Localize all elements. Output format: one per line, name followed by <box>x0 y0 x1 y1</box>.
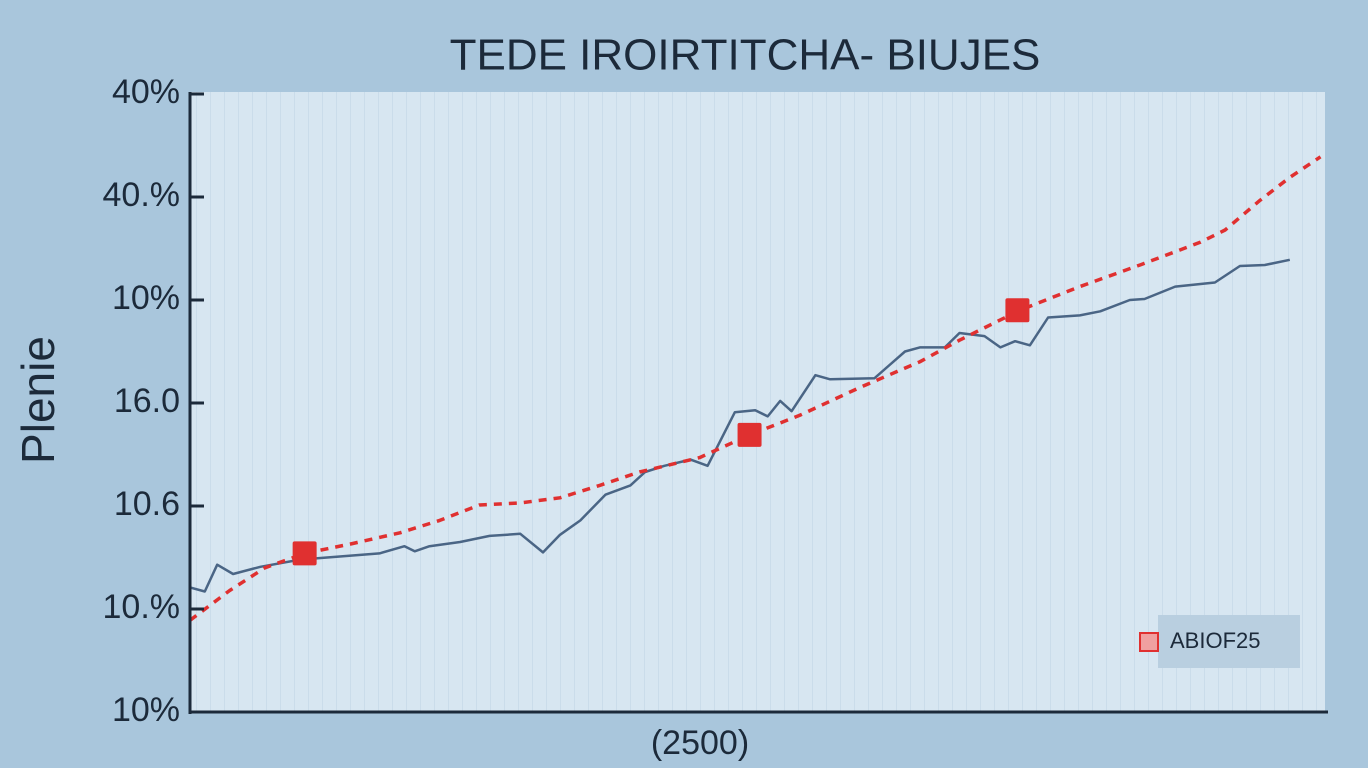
chart-title: TEDE IROIRTITCHA- BIUJES <box>450 31 1041 80</box>
y-tick-label: 10% <box>112 279 180 317</box>
legend-label: ABIOF25 <box>1170 628 1260 653</box>
y-axis-label: Plenie <box>12 336 64 464</box>
point <box>292 541 317 566</box>
y-tick-label: 10.% <box>103 588 181 626</box>
y-tick-label: 16.0 <box>114 382 180 420</box>
legend-box <box>1158 615 1300 668</box>
legend-swatch <box>1139 632 1159 652</box>
legend: ABIOF25 <box>1139 615 1300 668</box>
plot-area <box>190 92 1325 712</box>
point <box>1005 298 1030 323</box>
y-tick-label: 10.6 <box>114 485 180 523</box>
y-tick-label: 40.% <box>103 176 181 214</box>
series-line <box>189 258 1291 593</box>
marks <box>188 155 1322 622</box>
point <box>737 422 762 447</box>
y-tick-label: 40% <box>112 73 180 111</box>
y-tick-label: 10% <box>112 691 180 729</box>
x-axis-label: (2500) <box>651 724 749 762</box>
